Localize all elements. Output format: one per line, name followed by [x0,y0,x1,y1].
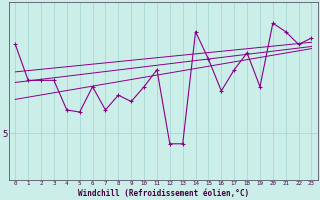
X-axis label: Windchill (Refroidissement éolien,°C): Windchill (Refroidissement éolien,°C) [78,189,249,198]
